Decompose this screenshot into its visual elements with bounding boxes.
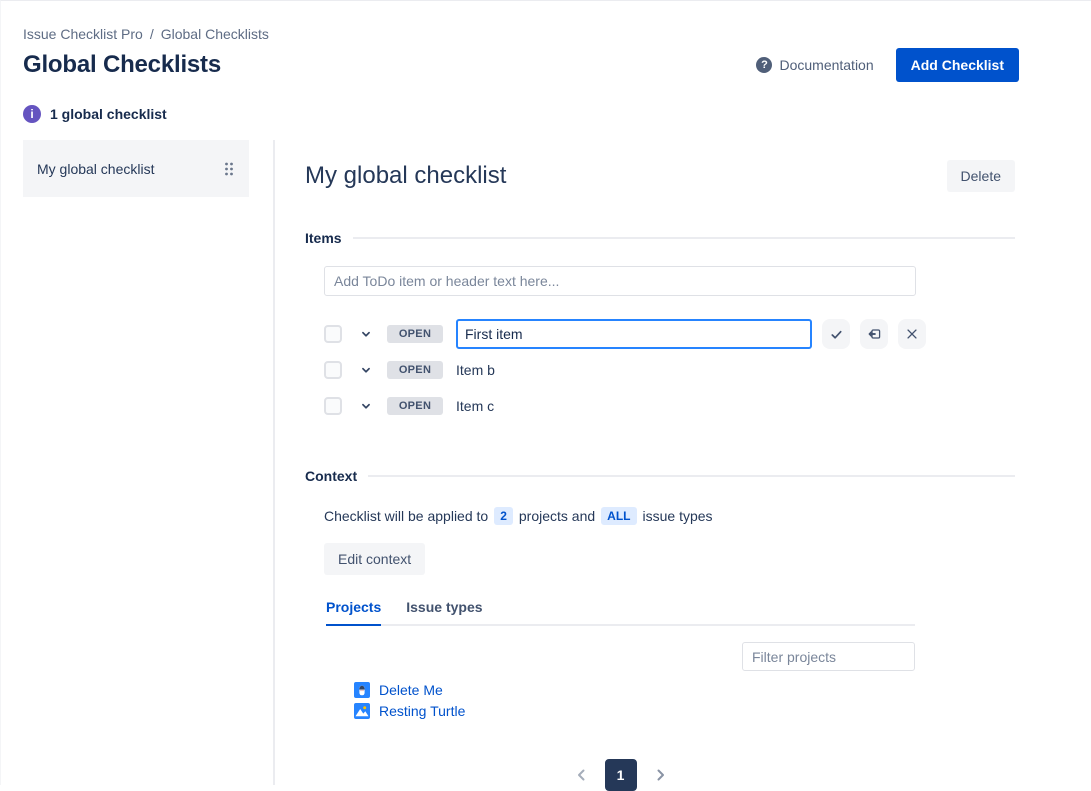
status-badge[interactable]: OPEN	[387, 325, 443, 343]
chevron-down-icon[interactable]	[359, 399, 373, 413]
sidebar-item-label: My global checklist	[37, 160, 155, 177]
project-link[interactable]: Resting Turtle	[379, 702, 466, 719]
context-tabs-block: Projects Issue types Delet	[326, 599, 915, 791]
project-link[interactable]: Delete Me	[379, 681, 443, 698]
checklist-count-text: 1 global checklist	[50, 106, 167, 122]
status-badge[interactable]: OPEN	[387, 397, 443, 415]
context-summary-prefix: Checklist will be applied to	[324, 508, 489, 524]
checklist-items-list: OPEN	[324, 316, 1015, 424]
delete-checklist-button[interactable]: Delete	[946, 160, 1015, 192]
project-row: Resting Turtle	[354, 700, 915, 721]
item-checkbox[interactable]	[324, 325, 342, 343]
project-row: Delete Me	[354, 679, 915, 700]
page-title: Global Checklists	[23, 51, 221, 78]
chevron-down-icon[interactable]	[359, 327, 373, 341]
documentation-link[interactable]: ? Documentation	[756, 57, 874, 73]
item-checkbox[interactable]	[324, 397, 342, 415]
chevron-down-icon[interactable]	[359, 363, 373, 377]
checklist-item-row: OPEN Item c	[324, 388, 1015, 424]
breadcrumb-link-app[interactable]: Issue Checklist Pro	[23, 26, 143, 42]
filter-projects-input[interactable]	[742, 642, 915, 671]
info-icon: i	[23, 105, 41, 123]
checklist-title: My global checklist	[305, 162, 507, 189]
item-text[interactable]: Item b	[456, 362, 495, 378]
checklist-count-banner: i 1 global checklist	[23, 105, 1019, 123]
next-page-icon[interactable]	[652, 767, 668, 783]
page-number-current[interactable]: 1	[604, 759, 637, 791]
breadcrumb-link-page[interactable]: Global Checklists	[160, 26, 269, 42]
arrow-into-box-icon	[866, 326, 882, 342]
checklists-sidebar: My global checklist	[1, 140, 275, 785]
project-list: Delete Me Resting Turtle	[354, 679, 915, 721]
previous-page-icon[interactable]	[574, 767, 590, 783]
context-summary-middle: projects and	[518, 508, 596, 524]
header-actions: ? Documentation Add Checklist	[756, 48, 1019, 82]
section-divider	[352, 237, 1015, 239]
breadcrumb: Issue Checklist Pro / Global Checklists	[23, 26, 1019, 42]
context-tabs: Projects Issue types	[326, 599, 915, 626]
page-header: Issue Checklist Pro / Global Checklists …	[1, 1, 1091, 123]
convert-item-button[interactable]	[860, 319, 888, 349]
checklist-item-row: OPEN Item b	[324, 352, 1015, 388]
project-avatar-person-icon	[354, 681, 370, 698]
checklist-detail-panel: My global checklist Delete Items OPEN	[275, 140, 1091, 791]
breadcrumb-separator: /	[149, 26, 154, 42]
tab-issue-types[interactable]: Issue types	[406, 599, 483, 615]
help-icon: ?	[756, 57, 773, 73]
edit-context-button[interactable]: Edit context	[324, 543, 426, 575]
section-divider	[368, 475, 1015, 477]
project-avatar-mountain-icon	[354, 702, 370, 719]
context-summary-suffix: issue types	[642, 508, 713, 524]
close-icon	[905, 327, 919, 341]
item-text[interactable]: Item c	[456, 398, 495, 414]
drag-handle-icon[interactable]	[224, 162, 234, 176]
item-edit-input[interactable]	[456, 319, 812, 349]
add-checklist-button[interactable]: Add Checklist	[895, 48, 1019, 82]
confirm-edit-button[interactable]	[822, 319, 850, 349]
context-summary: Checklist will be applied to 2 projects …	[324, 507, 1015, 525]
documentation-label: Documentation	[779, 57, 874, 73]
tab-projects[interactable]: Projects	[326, 599, 382, 626]
projects-count-badge: 2	[494, 507, 513, 525]
content-layout: My global checklist My global checklist …	[1, 140, 1091, 791]
context-section-heading: Context	[305, 468, 358, 484]
issue-types-badge: ALL	[601, 507, 637, 525]
add-item-input[interactable]	[324, 266, 916, 296]
check-icon	[829, 327, 844, 342]
item-checkbox[interactable]	[324, 361, 342, 379]
sidebar-item-my-global-checklist[interactable]: My global checklist	[23, 140, 249, 197]
cancel-edit-button[interactable]	[898, 319, 926, 349]
checklist-item-row: OPEN	[324, 316, 1015, 352]
pagination: 1	[326, 759, 915, 791]
items-section-heading: Items	[305, 230, 342, 246]
status-badge[interactable]: OPEN	[387, 361, 443, 379]
